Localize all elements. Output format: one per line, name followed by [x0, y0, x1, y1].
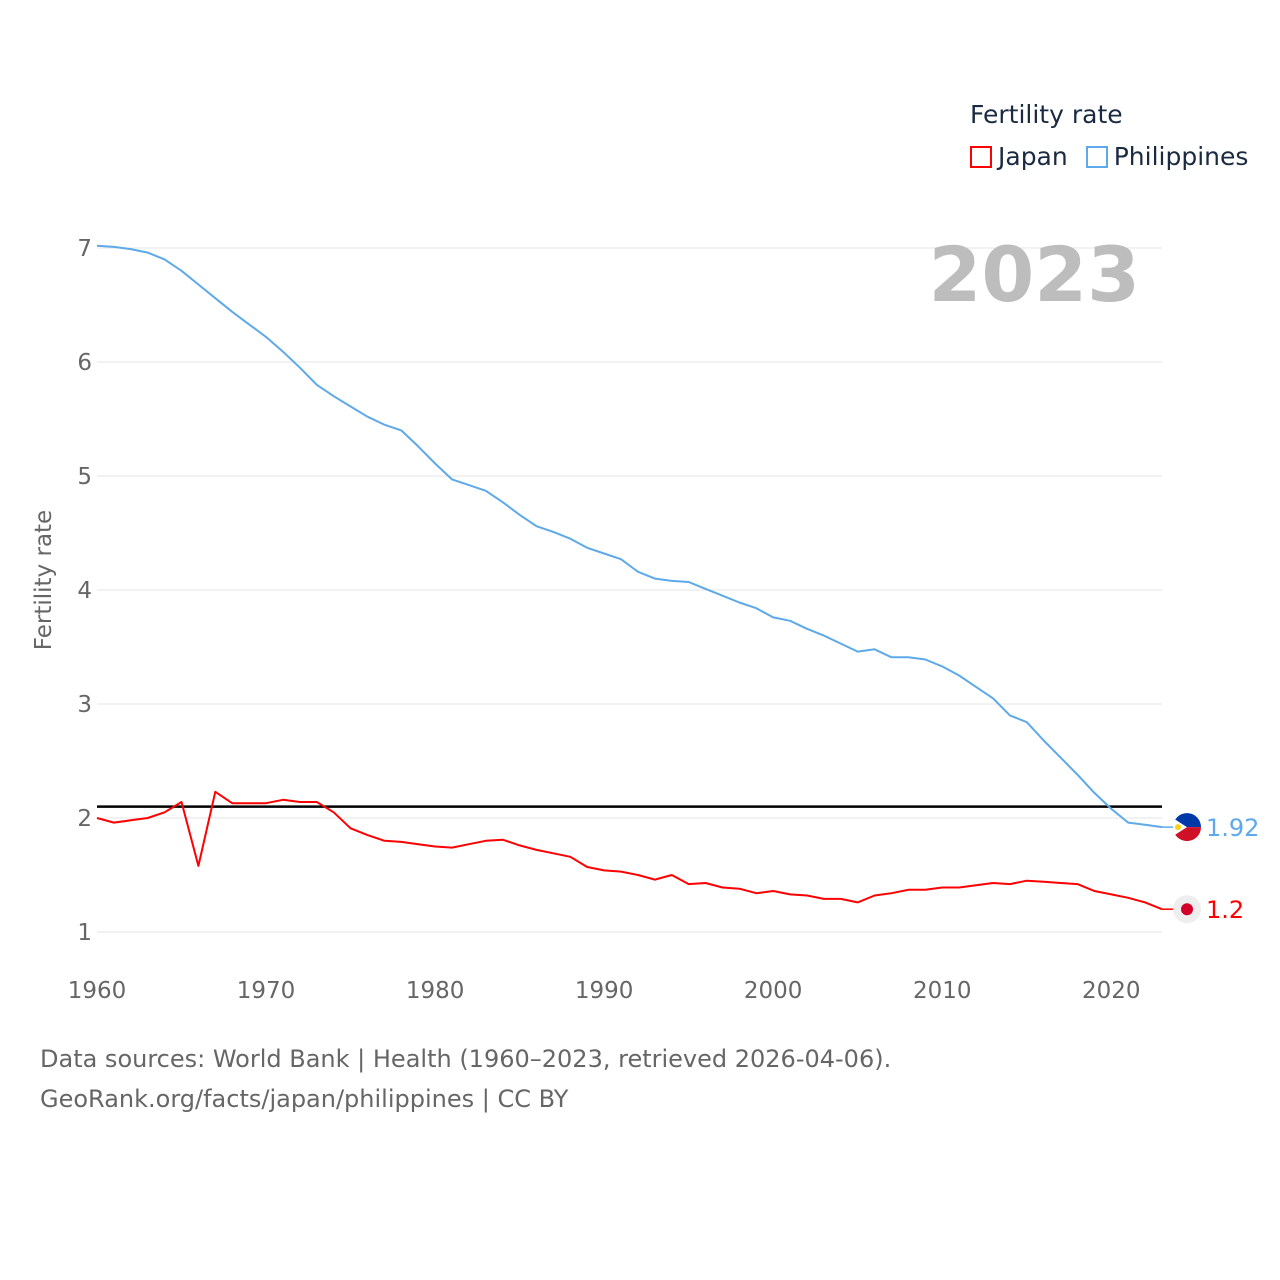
y-tick-label: 1 — [77, 920, 92, 946]
x-tick-label: 1970 — [237, 978, 296, 1004]
end-value-label-philippines: 1.92 — [1206, 814, 1259, 842]
y-tick-label: 4 — [77, 578, 92, 604]
x-tick-label: 2010 — [913, 978, 972, 1004]
y-tick-label: 3 — [77, 692, 92, 718]
legend-label-philippines: Philippines — [1113, 142, 1249, 171]
legend-swatch-japan — [970, 145, 992, 168]
series-line-japan — [96, 790, 1163, 911]
x-tick-label: 2000 — [744, 978, 803, 1004]
x-tick-label: 2020 — [1082, 978, 1141, 1004]
legend-item-philippines[interactable]: Philippines — [1085, 142, 1249, 171]
end-value-label-japan: 1.2 — [1206, 896, 1244, 924]
legend: Japan Philippines — [970, 142, 1248, 171]
philippines-flag-sun — [1175, 824, 1181, 831]
footer-link[interactable]: GeoRank.org/facts/japan/philippines | CC… — [40, 1085, 569, 1113]
series-line-philippines — [96, 244, 1163, 829]
y-tick-label: 2 — [77, 806, 92, 832]
y-tick-label: 5 — [77, 464, 92, 490]
x-tick-label: 1980 — [406, 978, 465, 1004]
current-year-label: 2023 — [928, 230, 1140, 319]
footer-sources: Data sources: World Bank | Health (1960–… — [40, 1045, 892, 1073]
x-tick-label: 1990 — [575, 978, 634, 1004]
x-tick-label: 1960 — [68, 978, 127, 1004]
y-axis-label: Fertility rate — [31, 510, 57, 650]
legend-title: Fertility rate — [970, 100, 1123, 129]
y-tick-label: 7 — [77, 236, 92, 262]
legend-label-japan: Japan — [998, 142, 1068, 171]
legend-swatch-philippines — [1085, 145, 1108, 168]
legend-item-japan[interactable]: Japan — [970, 142, 1068, 171]
japan-flag-disc — [1181, 903, 1193, 916]
y-tick-label: 6 — [77, 350, 92, 376]
